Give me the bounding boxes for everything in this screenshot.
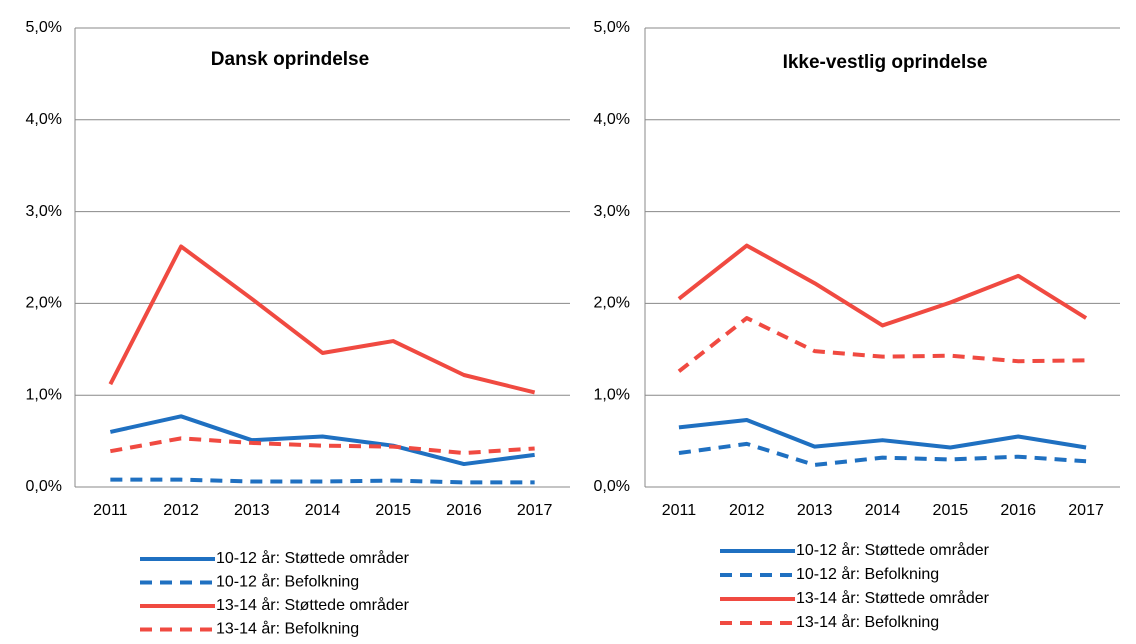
legend-label: 13-14 år: Befolkning	[216, 620, 359, 638]
line-series	[108, 244, 536, 395]
y-tick-label: 2,0%	[26, 295, 62, 312]
y-tick-label: 3,0%	[594, 203, 630, 220]
legend-label: 10-12 år: Støttede områder	[796, 541, 990, 559]
x-tick-label: 2011	[662, 502, 697, 519]
x-tick-label: 2015	[933, 502, 969, 519]
chart-title: Dansk oprindelse	[211, 49, 369, 70]
legend-label: 13-14 år: Støttede områder	[216, 596, 410, 614]
y-tick-label: 4,0%	[26, 111, 62, 128]
x-tick-label: 2016	[1000, 502, 1036, 519]
y-tick-label: 0,0%	[594, 478, 630, 495]
line-series	[109, 436, 535, 456]
x-tick-label: 2017	[1068, 502, 1104, 519]
legend-label: 10-12 år: Befolkning	[216, 573, 359, 591]
legend-label: 13-14 år: Befolkning	[796, 613, 939, 631]
y-tick-label: 0,0%	[26, 478, 62, 495]
y-tick-label: 1,0%	[26, 386, 62, 403]
legend-label: 10-12 år: Befolkning	[796, 565, 939, 583]
x-tick-label: 2012	[729, 502, 765, 519]
x-tick-label: 2016	[446, 502, 482, 519]
legend-label: 10-12 år: Støttede områder	[216, 549, 410, 567]
line-series	[677, 316, 1087, 373]
y-tick-label: 3,0%	[26, 203, 62, 220]
y-tick-label: 4,0%	[594, 111, 630, 128]
line-series	[678, 441, 1087, 467]
x-tick-label: 2014	[865, 502, 901, 519]
x-tick-label: 2013	[234, 502, 270, 519]
y-tick-label: 1,0%	[594, 386, 630, 403]
x-tick-label: 2013	[797, 502, 833, 519]
line-series	[677, 243, 1088, 328]
x-tick-label: 2017	[517, 502, 553, 519]
chart-title: Ikke-vestlig oprindelse	[783, 52, 988, 73]
x-tick-label: 2011	[93, 502, 128, 519]
x-tick-label: 2012	[163, 502, 199, 519]
line-series	[678, 417, 1087, 450]
legend-label: 13-14 år: Støttede områder	[796, 589, 990, 607]
x-tick-label: 2014	[305, 502, 341, 519]
x-tick-label: 2015	[375, 502, 411, 519]
line-series	[110, 477, 535, 485]
y-tick-label: 5,0%	[594, 19, 630, 36]
line-series	[109, 414, 535, 467]
y-tick-label: 2,0%	[594, 295, 630, 312]
y-tick-label: 5,0%	[26, 19, 62, 36]
